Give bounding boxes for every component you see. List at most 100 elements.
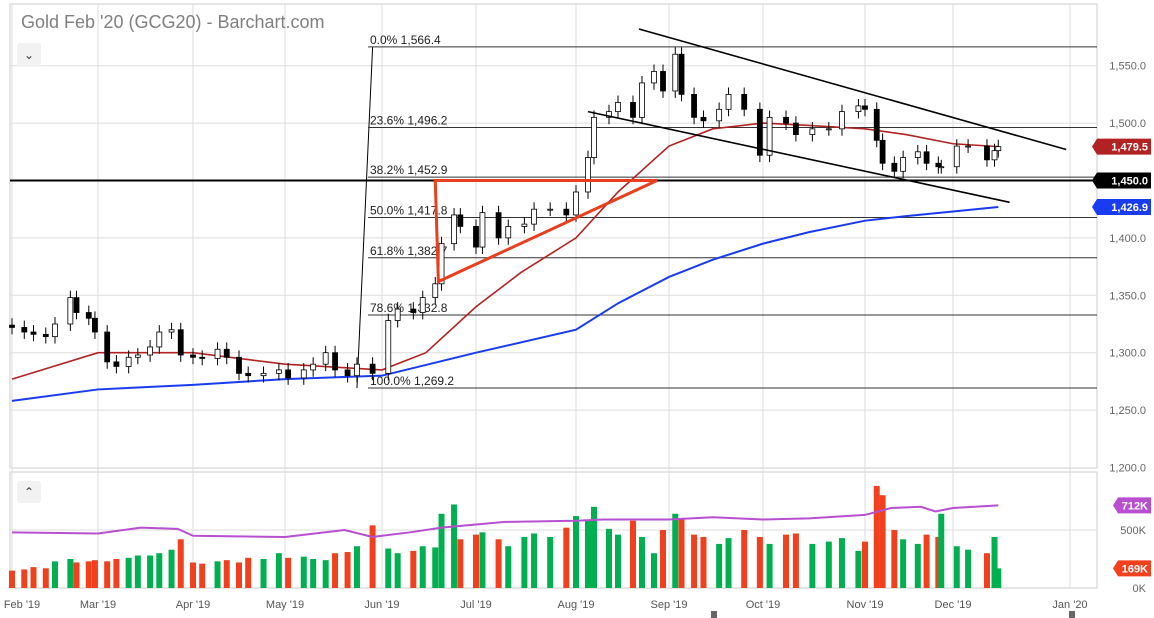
candle-body: [700, 116, 707, 122]
candle-body: [639, 82, 645, 118]
fib-level-label: 61.8% 1,382.7: [370, 244, 448, 258]
candle-body: [505, 226, 512, 239]
volume-bar: [756, 536, 763, 588]
fib-level-label: 100.0% 1,269.2: [370, 374, 454, 388]
candle-body: [260, 372, 267, 377]
candle-body: [322, 352, 329, 365]
candle-body: [73, 297, 80, 313]
candle-body: [432, 283, 439, 298]
candle-body: [344, 369, 351, 377]
x-tick-label: Oct '19: [746, 599, 781, 611]
candle-body: [793, 122, 799, 135]
volume-bar: [547, 536, 554, 588]
candle-body: [585, 157, 591, 193]
candle-body: [236, 356, 242, 374]
volume-bar: [531, 533, 538, 588]
price-badge: [1092, 199, 1151, 216]
volume-bar: [410, 550, 417, 588]
volume-bar: [457, 539, 464, 588]
volume-bar: [332, 553, 339, 588]
volume-bar: [900, 539, 907, 588]
m-marker-icon: [711, 611, 717, 618]
volume-bar: [591, 506, 597, 588]
volume-bar: [385, 548, 392, 588]
candle-body: [531, 208, 537, 225]
fib-level-label: 50.0% 1,417.8: [370, 203, 448, 217]
volume-bar: [766, 543, 773, 588]
candle-body: [984, 145, 990, 161]
volume-bar: [85, 561, 92, 588]
candle-body: [606, 111, 612, 118]
volume-bar: [310, 559, 317, 588]
volume-bar: [394, 553, 401, 588]
candle-body: [573, 191, 579, 216]
candle-body: [900, 157, 907, 172]
volume-bar: [953, 546, 960, 588]
candle-body: [394, 308, 401, 321]
volume-average-line: [11, 504, 999, 538]
volume-bar: [236, 562, 242, 588]
volume-bar: [615, 534, 621, 588]
candle-body: [410, 308, 417, 313]
candle-body: [809, 128, 816, 135]
price-badge: [1092, 138, 1151, 155]
x-tick-label: Mar '19: [80, 599, 116, 611]
volume-bar: [700, 536, 707, 588]
volume-tick-label: 500K: [1120, 525, 1146, 537]
volume-bar: [300, 556, 307, 588]
candle-body: [651, 71, 657, 84]
candle-body: [741, 94, 748, 110]
candle-body: [332, 352, 338, 371]
volume-bar: [691, 534, 698, 588]
fib-anchor-line: [356, 46, 374, 389]
trendline: [638, 28, 1067, 151]
volume-bar: [438, 513, 445, 588]
y-tick-label: 1,500.0: [1109, 118, 1146, 130]
volume-bar: [585, 520, 591, 588]
volume-bar: [983, 553, 990, 588]
candle-body: [223, 348, 230, 358]
volume-bar: [451, 504, 458, 588]
candle-body: [85, 312, 92, 319]
volume-bar: [505, 546, 512, 588]
volume-bar: [639, 536, 645, 588]
volume-bar: [473, 534, 479, 588]
volume-bar: [678, 518, 685, 588]
candle-body: [766, 116, 773, 156]
candle-body: [168, 329, 175, 333]
price-panel: [9, 3, 1098, 469]
candle-body: [914, 151, 921, 158]
candle-body: [839, 111, 845, 130]
candle-body: [285, 369, 292, 379]
candle-body: [134, 354, 141, 358]
volume-bar: [965, 549, 972, 588]
fib-level-label: 23.6% 1,496.2: [370, 113, 448, 127]
volume-badge: [1113, 497, 1151, 514]
candle-body: [935, 162, 942, 168]
fib-level-label: 38.2% 1,452.9: [370, 163, 448, 177]
x-tick-label: Sep '19: [651, 599, 688, 611]
candle-body: [354, 363, 360, 377]
volume-bar: [563, 527, 570, 588]
x-tick-label: Jul '19: [460, 599, 491, 611]
volume-bar: [855, 550, 862, 588]
volume-bar: [741, 530, 748, 588]
volume-bar: [73, 562, 80, 588]
chevron-down-icon[interactable]: ⌄: [17, 43, 41, 67]
price-badge-label: 1,450.0: [1111, 176, 1148, 188]
candle-body: [965, 145, 971, 148]
volume-badge-label: 169K: [1122, 563, 1148, 575]
candle-body: [563, 208, 570, 216]
chevron-up-icon[interactable]: ⌃: [17, 481, 41, 503]
candle-body: [630, 102, 636, 118]
volume-bar: [995, 568, 1002, 588]
volume-bar: [672, 513, 679, 588]
candle-body: [125, 356, 132, 367]
moving-average-long-line: [11, 206, 999, 402]
candle-body: [310, 363, 317, 371]
volume-bar: [879, 495, 886, 588]
x-tick-label: Dec '19: [935, 599, 972, 611]
volume-bar: [432, 547, 439, 588]
